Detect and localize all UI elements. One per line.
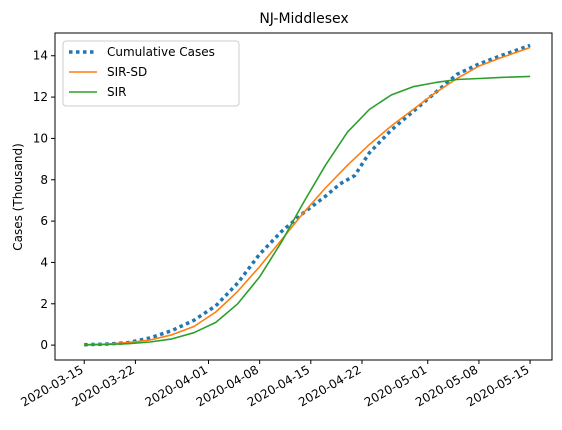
legend-box [62, 40, 240, 107]
y-tick-label: 2 [40, 297, 48, 311]
plot-frame [54, 32, 553, 361]
series-line-0 [84, 43, 531, 347]
y-tick-label: 8 [40, 173, 48, 187]
legend-label: Cumulative Cases [107, 45, 215, 59]
series-line-1 [84, 46, 531, 346]
y-tick-label: 0 [40, 338, 48, 352]
y-tick-label: 4 [40, 255, 48, 269]
series-line-2 [84, 75, 531, 346]
y-tick-label: 12 [33, 90, 48, 104]
legend-label: SIR [107, 85, 127, 99]
chart-title: NJ-Middlesex [259, 11, 348, 27]
y-tick-label: 14 [33, 49, 48, 63]
y-axis-label: Cases (Thousand) [11, 143, 25, 251]
y-tick-label: 6 [40, 214, 48, 228]
legend-label: SIR-SD [107, 65, 147, 79]
y-tick-label: 10 [33, 131, 48, 145]
legend: Cumulative Cases SIR-SD SIR [62, 40, 240, 107]
plot-area [84, 43, 531, 347]
y-axis: 0 2 4 6 8 10 12 14 [33, 49, 55, 352]
